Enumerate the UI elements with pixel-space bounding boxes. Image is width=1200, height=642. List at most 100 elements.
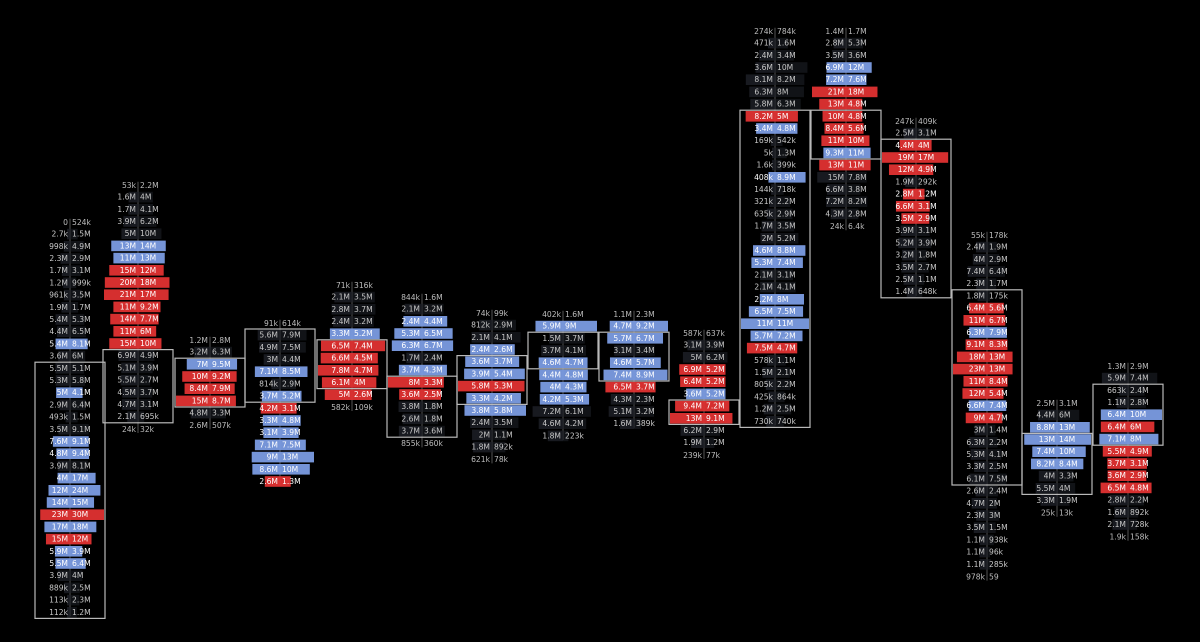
ask-volume: 648k <box>918 287 937 296</box>
ask-bar <box>846 196 868 207</box>
bid-bar <box>398 364 422 376</box>
bid-bar <box>63 241 70 252</box>
bid-volume: 6.9M <box>683 365 702 374</box>
ask-volume: 7.8M <box>848 173 867 182</box>
bid-volume: 663k <box>1107 386 1126 395</box>
bid-bar <box>766 416 775 427</box>
ask-volume: 17M <box>140 290 156 299</box>
ask-bar <box>70 277 77 289</box>
ask-bar <box>352 304 376 315</box>
bid-volume: 7.6M <box>49 437 68 446</box>
bid-volume: 3.1M <box>683 341 702 350</box>
ask-volume: 5M <box>777 112 788 121</box>
bid-bar <box>113 252 138 264</box>
bid-volume: 4.5M <box>117 388 136 397</box>
ask-bar <box>634 345 655 356</box>
footer-ask: 507k <box>212 421 231 430</box>
bid-bar <box>603 369 634 381</box>
footer-ask: 77k <box>706 451 721 460</box>
bid-bar <box>1040 495 1057 506</box>
ask-bar <box>352 340 386 352</box>
ask-volume: 4.9M <box>72 242 91 251</box>
bid-bar <box>898 237 916 249</box>
ask-bar <box>846 74 867 85</box>
bid-volume: 21M <box>120 290 136 299</box>
ask-volume: 7.7M <box>140 315 159 324</box>
bid-volume: 2.6M <box>259 477 278 486</box>
ask-bar <box>775 379 791 390</box>
footer-bid: 582k <box>331 403 350 412</box>
bid-volume: 3.9M <box>117 217 136 226</box>
ask-bar <box>70 436 89 447</box>
ask-volume: 9.1M <box>706 414 725 423</box>
ask-volume: 3.1M <box>918 202 937 211</box>
ask-bar <box>422 425 445 437</box>
bid-bar <box>1107 458 1128 469</box>
ask-bar <box>775 159 782 171</box>
summary-bid: 274k <box>754 27 773 36</box>
bid-bar <box>614 345 634 356</box>
ask-bar <box>138 240 166 252</box>
ask-volume: 10M <box>140 339 156 348</box>
bid-bar <box>895 201 916 212</box>
bid-bar <box>761 220 775 232</box>
ask-volume: 3.6M <box>424 427 443 436</box>
ask-volume: 4.9M <box>140 351 159 360</box>
ask-bar <box>987 302 1004 314</box>
summary-bid: 0 <box>63 218 68 227</box>
ask-volume: 5.7M <box>636 358 655 367</box>
bid-bar <box>109 338 138 349</box>
ask-bar <box>70 314 85 325</box>
ask-bar <box>70 558 86 569</box>
ask-volume: 96k <box>989 548 1004 557</box>
bid-bar <box>333 316 352 327</box>
bid-bar <box>118 350 138 361</box>
ask-bar <box>775 355 786 366</box>
bid-bar <box>263 354 280 365</box>
bid-bar <box>1119 385 1128 396</box>
bid-volume: 2.7k <box>52 230 69 239</box>
bid-bar <box>63 289 70 301</box>
ask-bar <box>775 98 801 110</box>
ask-bar <box>916 152 949 163</box>
bid-bar <box>970 449 987 460</box>
bid-volume: 13M <box>828 100 844 109</box>
ask-bar <box>280 403 297 414</box>
bid-volume: 13M <box>120 241 136 250</box>
bid-volume: 805k <box>754 380 773 389</box>
summary-ask: 637k <box>706 329 725 338</box>
bid-bar <box>826 184 846 195</box>
ask-bar <box>563 320 597 332</box>
ask-bar <box>1128 421 1155 433</box>
ask-volume: 3.5M <box>777 222 796 231</box>
ask-bar <box>1128 446 1152 457</box>
bid-volume: 8.8M <box>1036 423 1055 432</box>
ask-volume: 6.4M <box>72 400 91 409</box>
ask-bar <box>70 350 86 362</box>
bid-bar <box>46 497 70 508</box>
ask-bar <box>563 357 588 368</box>
bid-bar <box>1100 421 1128 433</box>
ask-volume: 4.1M <box>494 333 513 342</box>
ask-bar <box>70 424 89 435</box>
ask-volume: 2.7M <box>918 263 937 272</box>
bid-bar <box>334 291 352 303</box>
ask-volume: 13M <box>989 365 1005 374</box>
ask-volume: 5.6M <box>989 304 1008 313</box>
ask-volume: 3.4M <box>777 51 796 60</box>
ask-bar <box>846 172 867 183</box>
ask-bar <box>138 216 157 227</box>
ask-bar <box>563 418 587 429</box>
ask-bar <box>70 375 85 386</box>
ask-volume: 4.8M <box>1130 483 1149 492</box>
bid-bar <box>466 393 492 404</box>
bid-volume: 7.1M <box>259 440 278 449</box>
bid-bar <box>56 448 70 459</box>
bid-volume: 5.1M <box>117 363 136 372</box>
bid-volume: 3.9M <box>49 461 68 470</box>
bid-bar <box>979 534 987 546</box>
summary-bid: 74k <box>476 309 491 318</box>
bid-volume: 5.5M <box>1036 484 1055 493</box>
ask-bar <box>775 416 784 427</box>
ask-bar <box>138 399 152 410</box>
